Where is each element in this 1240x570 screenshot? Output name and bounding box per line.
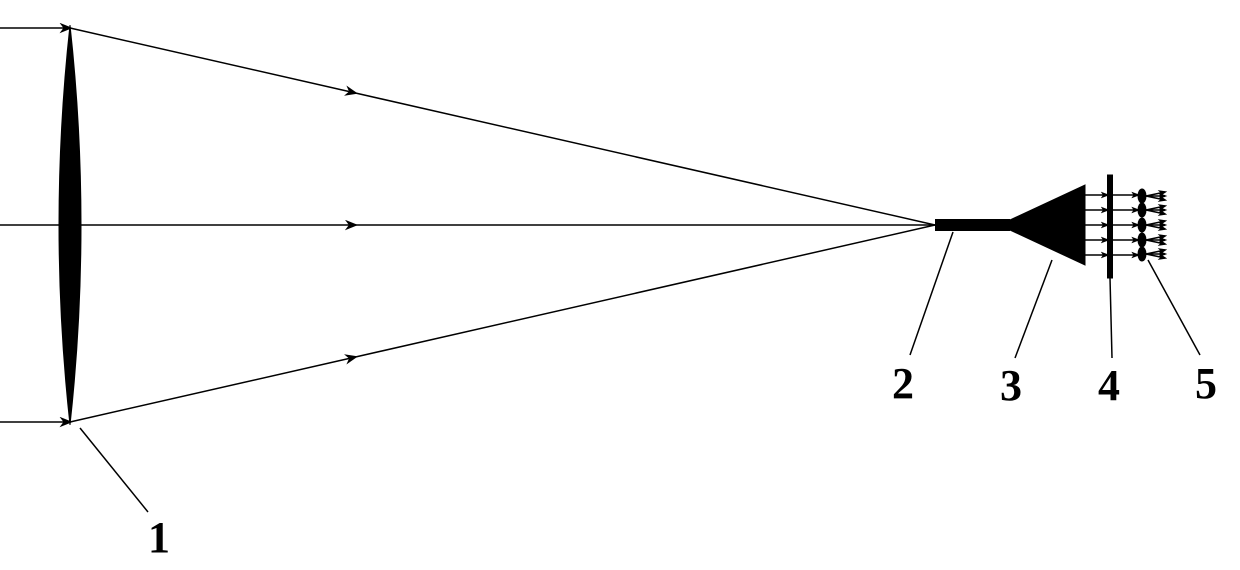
microlens-4: [1138, 247, 1146, 261]
optical-diagram: 1 2 3 4 5: [0, 0, 1240, 570]
leader-3: [1015, 260, 1052, 358]
converging-ray-bot: [70, 357, 355, 422]
label-5: 5: [1195, 359, 1217, 408]
label-3: 3: [1000, 361, 1022, 410]
leader-2: [910, 232, 953, 355]
leader-1: [80, 428, 148, 512]
microlens-0: [1138, 189, 1146, 203]
label-4: 4: [1098, 361, 1120, 410]
plate: [1108, 175, 1113, 278]
microlens-3: [1138, 233, 1146, 247]
diverging-cone: [1010, 185, 1085, 265]
converging-ray-top-b: [355, 93, 935, 225]
microlens-2: [1138, 218, 1146, 232]
converging-ray-top: [70, 28, 355, 93]
leader-4: [1110, 278, 1112, 358]
label-1: 1: [148, 513, 170, 562]
leader-5: [1148, 260, 1200, 355]
label-2: 2: [892, 359, 914, 408]
converging-ray-bot-b: [355, 225, 935, 357]
microlens-1: [1138, 203, 1146, 217]
